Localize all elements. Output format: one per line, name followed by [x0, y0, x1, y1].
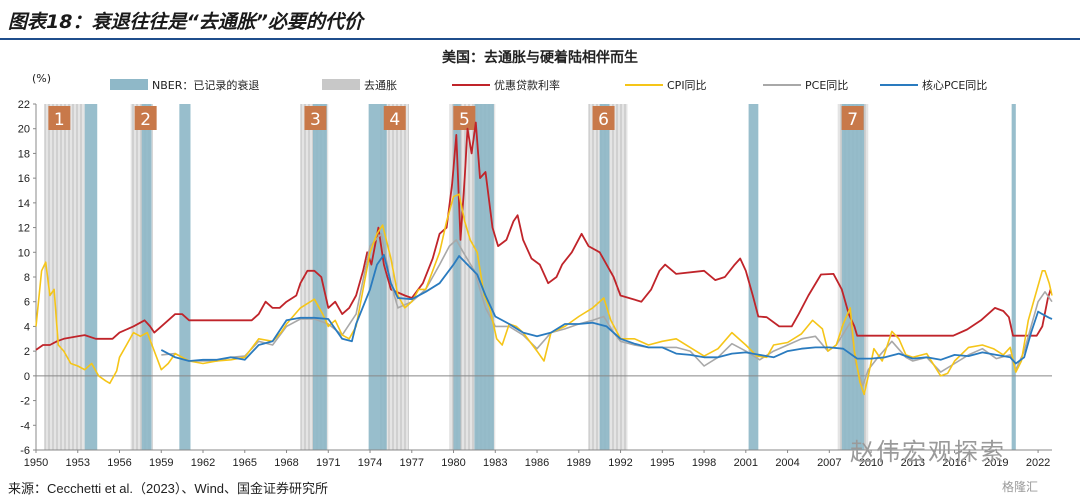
recession-band: [84, 104, 98, 450]
x-tick-label: 1968: [274, 457, 298, 469]
recession-band: [368, 104, 387, 450]
y-tick-label: 6: [24, 297, 30, 309]
recession-band: [141, 104, 152, 450]
y-tick-label: 4: [24, 321, 30, 333]
x-tick-label: 1953: [66, 457, 90, 469]
legend-swatch-nber: [110, 79, 148, 90]
y-tick-label: 12: [18, 223, 30, 235]
recession-band: [841, 104, 865, 450]
x-tick-label: 1989: [567, 457, 591, 469]
x-tick-label: 1995: [650, 457, 674, 469]
recession-band: [312, 104, 327, 450]
y-tick-label: 20: [18, 124, 30, 136]
period-label: 3: [310, 110, 321, 130]
x-tick-label: 2022: [1026, 457, 1050, 469]
x-tick-label: 1983: [483, 457, 507, 469]
chart-title: 美国：去通胀与硬着陆相伴而生: [442, 49, 638, 66]
figure-header: 图表18：衰退往往是“去通胀”必要的代价: [0, 0, 1080, 40]
period-label-box: [383, 106, 406, 130]
x-tick-label: 1959: [149, 457, 173, 469]
y-tick-label: -2: [20, 396, 30, 408]
x-tick-label: 2013: [901, 457, 925, 469]
period-label: 2: [140, 110, 151, 130]
x-tick-label: 1956: [107, 457, 131, 469]
x-tick-label: 2010: [859, 457, 883, 469]
y-tick-label: 0: [24, 371, 30, 383]
y-axis-unit: (%): [32, 72, 51, 85]
watermark-text: 赵伟宏观探索: [850, 438, 1006, 466]
period-label: 4: [389, 110, 400, 130]
x-tick-label: 2019: [984, 457, 1008, 469]
x-tick-label: 1992: [608, 457, 632, 469]
x-tick-label: 2007: [817, 457, 841, 469]
x-tick-label: 1998: [692, 457, 716, 469]
period-label-box: [841, 106, 864, 130]
legend-label: 去通胀: [364, 79, 397, 92]
period-label-box: [453, 106, 476, 130]
period-label-box: [592, 106, 615, 130]
x-tick-label: 1986: [525, 457, 549, 469]
period-label-box: [134, 106, 157, 130]
x-tick-label: 1965: [233, 457, 257, 469]
legend-label: PCE同比: [805, 79, 848, 92]
legend-label: CPI同比: [667, 79, 707, 92]
x-tick-label: 2004: [775, 457, 799, 469]
series-line-prime-rate: [35, 121, 1052, 351]
x-tick-label: 1971: [316, 457, 340, 469]
recession-band: [474, 104, 494, 450]
recession-band: [748, 104, 759, 450]
y-tick-label: 10: [18, 247, 30, 259]
x-tick-label: 1974: [358, 457, 382, 469]
period-label: 1: [54, 110, 65, 130]
legend-swatch-disinflation: [322, 79, 360, 90]
x-tick-label: 1962: [191, 457, 215, 469]
figure-label: 图表18：衰退往往是“去通胀”必要的代价: [8, 11, 363, 33]
y-tick-label: 8: [24, 272, 30, 284]
y-tick-label: 14: [18, 198, 30, 210]
recession-band: [599, 104, 610, 450]
x-tick-label: 1977: [400, 457, 424, 469]
legend-label: NBER：已记录的衰退: [152, 78, 259, 92]
y-tick-label: 18: [18, 148, 30, 160]
chart: 美国：去通胀与硬着陆相伴而生 (%) NBER：已记录的衰退 去通胀 优惠贷款利率 C…: [18, 49, 1053, 469]
recession-band: [1011, 104, 1016, 450]
y-tick-label: -4: [20, 420, 30, 432]
y-tick-label: -6: [20, 445, 30, 457]
legend: NBER：已记录的衰退 去通胀 优惠贷款利率 CPI同比 PCE同比 核心PCE同比: [110, 78, 987, 92]
y-tick-label: 2: [24, 346, 30, 358]
period-label: 6: [598, 110, 609, 130]
recession-band: [453, 104, 461, 450]
disinflation-band: [44, 104, 85, 450]
y-tick-label: 22: [18, 99, 30, 111]
legend-label: 优惠贷款利率: [494, 78, 560, 92]
series-line-cpi: [35, 193, 1053, 396]
recession-band: [179, 104, 191, 450]
y-tick-label: 16: [18, 173, 30, 185]
x-tick-label: 1980: [441, 457, 465, 469]
period-label-box: [304, 106, 327, 130]
period-label: 7: [847, 110, 858, 130]
x-tick-label: 2016: [942, 457, 966, 469]
watermark-logo: 格隆汇: [1002, 480, 1039, 494]
period-label-box: [48, 106, 71, 130]
x-tick-label: 2001: [734, 457, 758, 469]
source-note: 来源：Cecchetti et al.（2023）、Wind、国金证券研究所: [8, 481, 329, 496]
legend-label: 核心PCE同比: [922, 78, 987, 92]
series-line-core-pce: [160, 253, 1053, 365]
x-tick-label: 1950: [24, 457, 48, 469]
period-label: 5: [459, 110, 470, 130]
